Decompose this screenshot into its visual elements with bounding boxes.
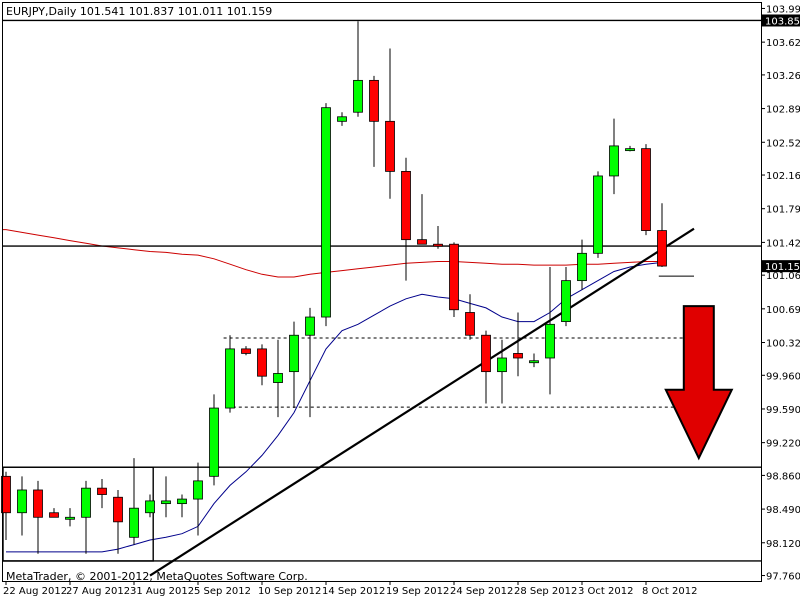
price-tick-label: 102.890	[766, 105, 800, 116]
bearish-candle[interactable]	[385, 120, 395, 172]
bullish-candle[interactable]	[593, 175, 603, 254]
bearish-candle[interactable]	[257, 348, 267, 377]
bearish-candle[interactable]	[33, 489, 43, 518]
bullish-candle[interactable]	[17, 489, 27, 514]
price-tick-label: 99.220	[766, 439, 800, 450]
price-tick-label: 99.590	[766, 405, 800, 416]
bullish-candle[interactable]	[289, 334, 299, 373]
current-price-label: 101.159	[765, 262, 800, 273]
bullish-candle[interactable]	[545, 323, 555, 359]
bullish-candle[interactable]	[305, 316, 315, 336]
bearish-candle[interactable]	[97, 487, 107, 495]
price-tick-label: 97.760	[766, 572, 800, 583]
resistance-price-label: 103.858	[765, 16, 800, 27]
bullish-candle[interactable]	[129, 507, 139, 538]
time-tick-label: 27 Aug 2012	[66, 586, 130, 597]
time-tick-label: 28 Sep 2012	[514, 586, 577, 597]
price-tick-label: 100.320	[766, 339, 800, 350]
bearish-candle[interactable]	[433, 243, 443, 247]
bearish-candle[interactable]	[513, 353, 523, 359]
bullish-candle[interactable]	[353, 79, 363, 113]
price-tick-label: 98.860	[766, 471, 800, 482]
time-tick-label: 10 Sep 2012	[258, 586, 321, 597]
bullish-candle[interactable]	[321, 107, 331, 318]
time-tick-label: 31 Aug 2012	[130, 586, 194, 597]
price-tick-label: 101.060	[766, 271, 800, 282]
price-tick-label: 98.490	[766, 505, 800, 516]
price-tick-label: 103.990	[766, 4, 800, 15]
time-tick-label: 14 Sep 2012	[322, 586, 385, 597]
bearish-candle[interactable]	[417, 239, 427, 245]
bullish-candle[interactable]	[625, 148, 635, 152]
resistance-price-label-box	[762, 14, 800, 27]
bullish-candle[interactable]	[145, 500, 155, 514]
time-tick-label: 8 Oct 2012	[642, 586, 697, 597]
bearish-candle[interactable]	[369, 79, 379, 122]
plot-frame	[2, 2, 762, 582]
fast-moving-average-line	[6, 261, 663, 553]
bearish-candle[interactable]	[449, 243, 459, 311]
chart-header: EURJPY,Daily 101.541 101.837 101.011 101…	[6, 5, 272, 18]
bullish-candle[interactable]	[337, 116, 347, 122]
bullish-candle[interactable]	[161, 500, 171, 505]
price-tick-label: 101.790	[766, 205, 800, 216]
price-tick-label: 99.960	[766, 371, 800, 382]
bearish-candle[interactable]	[1, 475, 11, 514]
bearish-candle[interactable]	[481, 334, 491, 373]
bearish-candle[interactable]	[113, 496, 123, 523]
bullish-candle[interactable]	[65, 516, 75, 520]
price-tick-label: 98.120	[766, 539, 800, 550]
time-tick-label: 3 Oct 2012	[578, 586, 633, 597]
price-tick-label: 100.690	[766, 305, 800, 316]
bullish-candle[interactable]	[193, 480, 203, 500]
bullish-candle[interactable]	[609, 145, 619, 177]
time-tick-label: 5 Sep 2012	[194, 586, 251, 597]
price-tick-label: 102.160	[766, 171, 800, 182]
bullish-candle[interactable]	[273, 373, 283, 383]
bullish-candle[interactable]	[561, 280, 571, 322]
bullish-candle[interactable]	[177, 498, 187, 505]
bearish-candle[interactable]	[657, 230, 667, 267]
watermark: MetaTrader, © 2001-2012, MetaQuotes Soft…	[6, 570, 308, 583]
time-tick-label: 22 Aug 2012	[3, 586, 67, 597]
current-price-label-box	[762, 260, 800, 273]
bearish-candle[interactable]	[641, 148, 651, 231]
bearish-candle[interactable]	[465, 312, 475, 336]
bullish-candle[interactable]	[209, 407, 219, 477]
bullish-candle[interactable]	[529, 360, 539, 364]
bearish-candle[interactable]	[241, 348, 251, 354]
price-tick-label: 103.260	[766, 71, 800, 82]
bullish-candle[interactable]	[497, 357, 507, 373]
time-tick-label: 24 Sep 2012	[450, 586, 513, 597]
price-tick-label: 101.420	[766, 238, 800, 249]
time-tick-label: 19 Sep 2012	[386, 586, 449, 597]
price-tick-label: 103.620	[766, 38, 800, 49]
bullish-candle[interactable]	[225, 348, 235, 409]
uptrend-line[interactable]	[149, 227, 695, 577]
price-tick-label: 102.520	[766, 138, 800, 149]
down-arrow-annotation[interactable]	[664, 305, 734, 461]
bearish-candle[interactable]	[49, 512, 59, 518]
bearish-candle[interactable]	[401, 170, 411, 241]
bullish-candle[interactable]	[81, 487, 91, 518]
bullish-candle[interactable]	[577, 252, 587, 282]
